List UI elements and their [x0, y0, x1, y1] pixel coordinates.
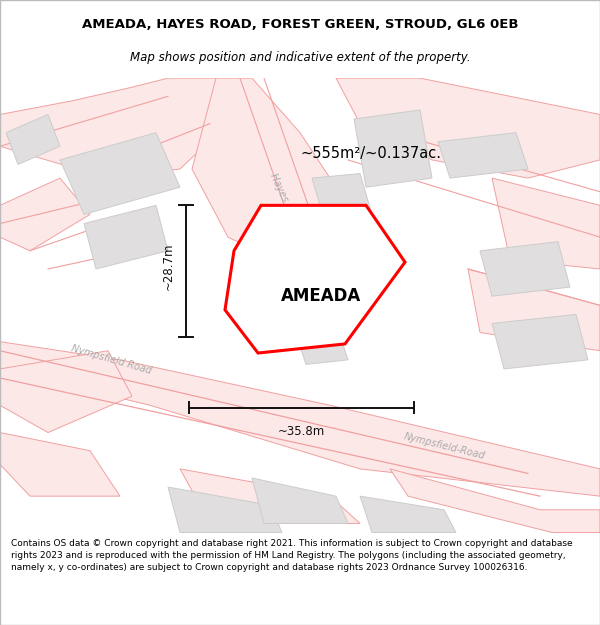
- Text: ~35.8m: ~35.8m: [278, 425, 325, 438]
- Polygon shape: [360, 496, 456, 532]
- Polygon shape: [390, 469, 600, 532]
- Polygon shape: [0, 432, 120, 496]
- Text: ~28.7m: ~28.7m: [162, 243, 175, 291]
- Polygon shape: [312, 174, 372, 219]
- Polygon shape: [438, 132, 528, 178]
- Text: Contains OS data © Crown copyright and database right 2021. This information is : Contains OS data © Crown copyright and d…: [11, 539, 572, 572]
- Polygon shape: [6, 114, 60, 164]
- Polygon shape: [492, 178, 600, 269]
- Polygon shape: [0, 351, 132, 432]
- Polygon shape: [270, 242, 372, 314]
- Polygon shape: [225, 206, 405, 353]
- Polygon shape: [60, 132, 180, 214]
- Polygon shape: [0, 78, 228, 178]
- Polygon shape: [0, 342, 600, 496]
- Text: Nympsfield-Road: Nympsfield-Road: [402, 431, 486, 461]
- Text: Nympsfield Road: Nympsfield Road: [70, 344, 152, 376]
- Polygon shape: [0, 178, 90, 251]
- Polygon shape: [84, 206, 168, 269]
- Text: AMEADA, HAYES ROAD, FOREST GREEN, STROUD, GL6 0EB: AMEADA, HAYES ROAD, FOREST GREEN, STROUD…: [82, 19, 518, 31]
- Polygon shape: [180, 469, 360, 523]
- Polygon shape: [492, 314, 588, 369]
- Polygon shape: [336, 78, 600, 178]
- Polygon shape: [168, 487, 282, 532]
- Polygon shape: [354, 110, 432, 187]
- Text: Map shows position and indicative extent of the property.: Map shows position and indicative extent…: [130, 51, 470, 64]
- Polygon shape: [294, 324, 348, 364]
- Polygon shape: [192, 78, 330, 260]
- Polygon shape: [252, 478, 348, 523]
- Polygon shape: [480, 242, 570, 296]
- Polygon shape: [468, 269, 600, 351]
- Text: ~555m²/~0.137ac.: ~555m²/~0.137ac.: [300, 146, 441, 161]
- Text: Hayes Road: Hayes Road: [268, 173, 302, 229]
- Text: AMEADA: AMEADA: [281, 288, 361, 305]
